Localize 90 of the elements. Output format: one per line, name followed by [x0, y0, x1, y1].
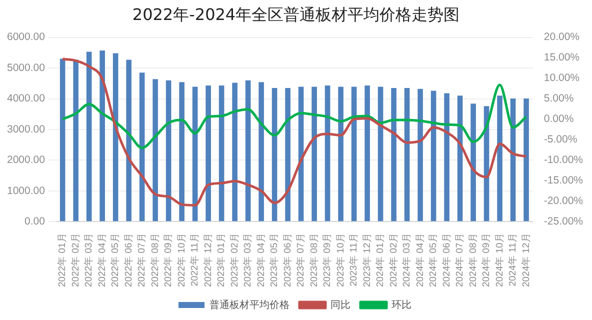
bar — [258, 82, 264, 222]
bar — [470, 104, 476, 222]
x-tick-label: 2024年 09月 — [480, 232, 492, 288]
x-tick-label: 2024年 04月 — [414, 232, 426, 288]
y2-tick-label: 5.00% — [544, 92, 574, 105]
bar — [152, 79, 158, 222]
x-tick-label: 2023年 08月 — [308, 232, 320, 288]
x-tick-label: 2024年 03月 — [400, 232, 413, 288]
x-tick-label: 2022年 05月 — [109, 232, 122, 288]
x-tick-label: 2022年 04月 — [96, 232, 108, 288]
bar — [126, 60, 132, 222]
bar — [497, 96, 502, 222]
bar — [324, 86, 330, 222]
x-tick-label: 2023年 05月 — [268, 232, 280, 288]
y-tick-label: 2000.00 — [6, 154, 46, 166]
y2-tick-label: -5.00% — [544, 134, 578, 146]
x-tick-label: 2022年 10月 — [175, 232, 188, 288]
bar — [391, 88, 396, 222]
x-tick-label: 2023年 07月 — [294, 232, 307, 288]
bar — [430, 90, 436, 222]
x-tick-label: 2024年 01月 — [374, 232, 386, 288]
x-tick-label: 2024年 02月 — [387, 232, 400, 288]
x-tick-label: 2023年 10月 — [334, 232, 346, 288]
legend-label: 环比 — [392, 298, 412, 311]
x-tick-label: 2023年 04月 — [254, 232, 267, 288]
x-tick-label: 2023年 09月 — [321, 232, 334, 288]
line-series — [61, 84, 528, 150]
bar — [60, 58, 66, 222]
bar — [86, 52, 92, 222]
bar — [404, 88, 410, 222]
x-tick-label: 2022年 06月 — [122, 232, 134, 288]
bar — [139, 72, 145, 222]
x-tick-label: 2023年 12月 — [360, 232, 373, 288]
y2-tick-label: -10.00% — [544, 154, 583, 166]
bar — [364, 86, 370, 222]
x-tick-label: 2022年 11月 — [188, 232, 201, 286]
y-tick-label: 5000.00 — [6, 62, 46, 74]
x-tick-label: 2024年 05月 — [427, 232, 440, 288]
bar — [351, 86, 357, 222]
y-tick-label: 0.00 — [24, 216, 46, 228]
y2-tick-label: -15.00% — [544, 174, 583, 187]
x-tick-label: 2023年 11月 — [348, 232, 360, 286]
y-tick-label: 1000.00 — [6, 184, 46, 197]
bar — [206, 86, 211, 222]
bar — [524, 98, 529, 222]
bar — [338, 86, 344, 222]
bar — [192, 86, 198, 222]
y2-tick-label: 15.00% — [544, 52, 580, 64]
x-tick-label: 2023年 06月 — [281, 232, 294, 288]
x-tick-label: 2024年 08月 — [466, 232, 479, 288]
bar — [166, 80, 172, 222]
bar — [73, 60, 78, 222]
x-tick-label: 2022年 09月 — [162, 232, 174, 288]
bar — [245, 80, 251, 222]
y2-tick-label: 0.00% — [544, 113, 574, 126]
x-tick-label: 2024年 07月 — [454, 232, 466, 288]
x-tick-label: 2022年 08月 — [148, 232, 161, 288]
x-tick-label: 2024年 11月 — [506, 232, 519, 286]
x-tick-label: 2023年 01月 — [215, 232, 228, 288]
chart-title: 2022年-2024年全区普通板材平均价格走势图 — [131, 4, 461, 26]
bar — [218, 86, 224, 222]
x-tick-label: 2024年 06月 — [440, 232, 452, 288]
bar — [285, 88, 290, 222]
y2-tick-label: 10.00% — [544, 72, 580, 84]
bar — [232, 82, 238, 222]
line-series — [61, 58, 528, 207]
x-tick-label: 2024年 12月 — [520, 232, 532, 288]
x-tick-label: 2023年 02月 — [228, 232, 240, 288]
x-tick-label: 2022年 07月 — [136, 232, 148, 288]
x-tick-label: 2024年 10月 — [493, 232, 506, 288]
bar — [179, 82, 184, 222]
y2-tick-label: -25.00% — [544, 216, 583, 228]
y2-tick-label: -20.00% — [544, 195, 583, 208]
bar — [312, 86, 317, 222]
x-tick-label: 2022年 03月 — [82, 232, 95, 288]
x-tick-label: 2022年 01月 — [56, 232, 68, 288]
y-tick-label: 3000.00 — [6, 123, 46, 136]
y-tick-label: 4000.00 — [6, 92, 46, 105]
bar — [100, 50, 105, 222]
x-tick-label: 2023年 03月 — [242, 232, 254, 288]
y2-tick-label: 20.00% — [544, 31, 580, 44]
x-tick-label: 2022年 12月 — [202, 232, 214, 288]
bar — [444, 93, 450, 222]
bar — [418, 88, 423, 222]
legend-label: 普通板材平均价格 — [210, 298, 290, 311]
x-tick-label: 2022年 02月 — [69, 232, 82, 288]
legend-label: 同比 — [330, 298, 350, 311]
y-tick-label: 6000.00 — [6, 31, 46, 44]
bar — [272, 88, 278, 222]
bar — [378, 86, 384, 222]
